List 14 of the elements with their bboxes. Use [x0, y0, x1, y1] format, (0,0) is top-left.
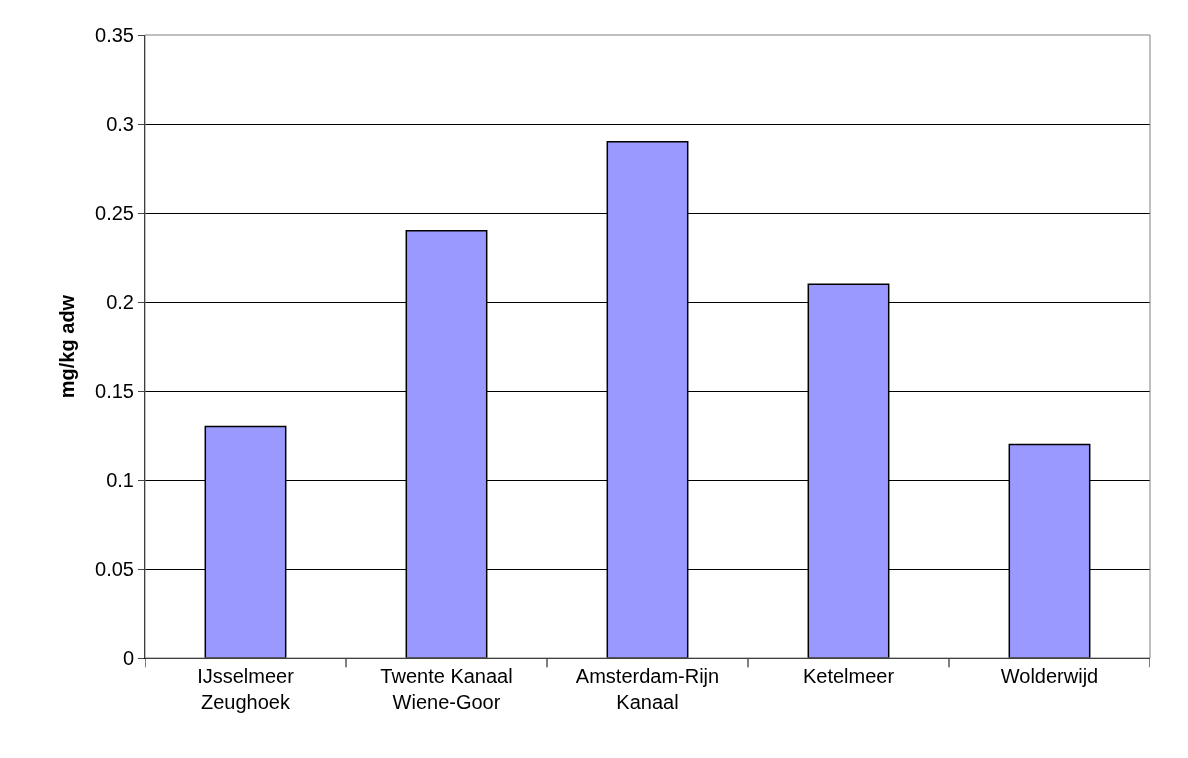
x-tick-label: IJsselmeer Zeughoek	[197, 665, 295, 713]
y-tick-label: 0	[122, 647, 134, 669]
y-tick-label: 0.25	[95, 202, 134, 224]
y-tick-label: 0.35	[95, 24, 134, 46]
x-tick-label: Amsterdam-Rijn Kanaal	[575, 665, 720, 713]
x-tick-label: Wolderwijd	[1000, 665, 1099, 687]
y-axis-title: mg/kg adw	[55, 294, 78, 399]
y-tick-label: 0.15	[95, 380, 134, 402]
y-tick-label: 0.2	[106, 291, 134, 313]
y-tick-label: 0.1	[106, 469, 134, 491]
x-tick-label: Ketelmeer	[802, 665, 895, 687]
y-tick-label: 0.05	[95, 558, 134, 580]
x-tick-label: Twente Kanaal Wiene-Goor	[380, 665, 513, 713]
y-tick-label: 0.3	[106, 113, 134, 135]
